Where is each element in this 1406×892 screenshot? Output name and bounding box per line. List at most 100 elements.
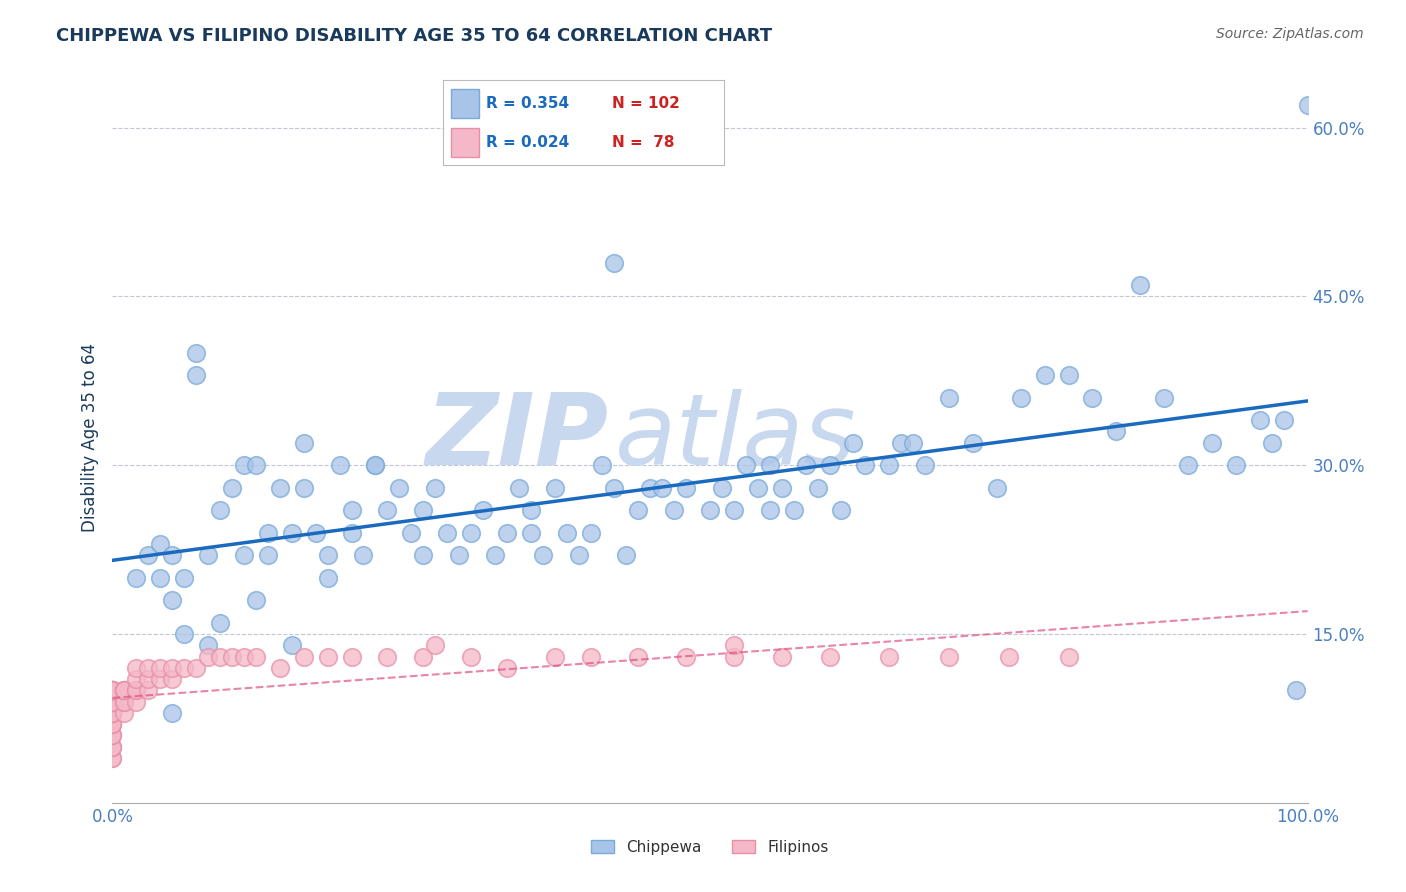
Point xyxy=(831,503,853,517)
Point xyxy=(114,683,135,698)
Point xyxy=(914,458,936,473)
Point xyxy=(770,481,793,495)
Point xyxy=(1081,391,1104,405)
Point xyxy=(101,694,124,708)
Point xyxy=(425,481,447,495)
Point xyxy=(377,503,399,517)
Point xyxy=(412,649,434,664)
Point xyxy=(101,683,124,698)
Point xyxy=(101,717,124,731)
Point xyxy=(101,683,124,698)
Point xyxy=(377,649,399,664)
Point xyxy=(233,458,256,473)
Point xyxy=(245,649,267,664)
Point xyxy=(472,503,495,517)
Point xyxy=(1249,413,1271,427)
Point xyxy=(1261,435,1284,450)
Point xyxy=(245,458,267,473)
Point xyxy=(520,503,543,517)
Point xyxy=(101,706,124,720)
Point xyxy=(759,503,782,517)
Point xyxy=(794,458,817,473)
Point xyxy=(149,537,172,551)
Point xyxy=(101,717,124,731)
Y-axis label: Disability Age 35 to 64: Disability Age 35 to 64 xyxy=(80,343,98,532)
Point xyxy=(340,649,363,664)
Point xyxy=(101,694,124,708)
Point xyxy=(209,615,232,630)
Point xyxy=(245,593,267,607)
Point xyxy=(257,548,280,562)
Point xyxy=(460,525,482,540)
Point xyxy=(340,525,363,540)
Point xyxy=(101,683,124,698)
Point xyxy=(101,751,124,765)
Point xyxy=(818,649,841,664)
Point xyxy=(281,638,304,652)
Point xyxy=(675,649,697,664)
Point xyxy=(651,481,673,495)
Point xyxy=(138,672,160,686)
Point xyxy=(616,548,638,562)
Point xyxy=(101,717,124,731)
Point xyxy=(305,525,328,540)
Point xyxy=(1033,368,1056,383)
Point xyxy=(186,368,208,383)
Point xyxy=(173,571,195,585)
Point xyxy=(603,481,626,495)
Point xyxy=(807,481,830,495)
Point xyxy=(425,638,447,652)
Point xyxy=(627,503,650,517)
Point xyxy=(209,649,232,664)
Point xyxy=(352,548,374,562)
Point xyxy=(1010,391,1032,405)
Point xyxy=(543,649,565,664)
Point xyxy=(986,481,1008,495)
Point xyxy=(162,672,183,686)
Point xyxy=(114,694,135,708)
Point xyxy=(101,683,124,698)
Point xyxy=(340,503,363,517)
Point xyxy=(101,728,124,742)
Point xyxy=(149,672,172,686)
Point xyxy=(723,503,745,517)
Point xyxy=(723,638,745,652)
Point xyxy=(138,661,160,675)
Text: N = 102: N = 102 xyxy=(612,95,679,111)
Point xyxy=(173,627,195,641)
Point xyxy=(162,706,183,720)
Point xyxy=(316,548,339,562)
Text: R = 0.354: R = 0.354 xyxy=(486,95,569,111)
Point xyxy=(197,548,219,562)
Point xyxy=(579,649,602,664)
Point xyxy=(186,661,208,675)
Point xyxy=(114,683,135,698)
Point xyxy=(125,683,148,698)
Point xyxy=(233,548,256,562)
Point xyxy=(1105,425,1128,439)
Point xyxy=(101,683,124,698)
Point xyxy=(496,661,519,675)
Point xyxy=(962,435,984,450)
Point xyxy=(640,481,662,495)
Point xyxy=(998,649,1021,664)
Point xyxy=(723,649,745,664)
Point xyxy=(568,548,591,562)
Point xyxy=(125,683,148,698)
Point xyxy=(316,649,339,664)
Point xyxy=(759,458,782,473)
Point xyxy=(447,548,470,562)
Point xyxy=(316,571,339,585)
Point xyxy=(1057,649,1080,664)
Point xyxy=(114,706,135,720)
Point xyxy=(101,751,124,765)
Point xyxy=(281,525,304,540)
FancyBboxPatch shape xyxy=(451,89,479,118)
Point xyxy=(890,435,912,450)
Point xyxy=(603,255,626,269)
Point xyxy=(197,649,219,664)
Point xyxy=(173,661,195,675)
Point xyxy=(101,728,124,742)
Point xyxy=(401,525,423,540)
Point xyxy=(125,694,148,708)
